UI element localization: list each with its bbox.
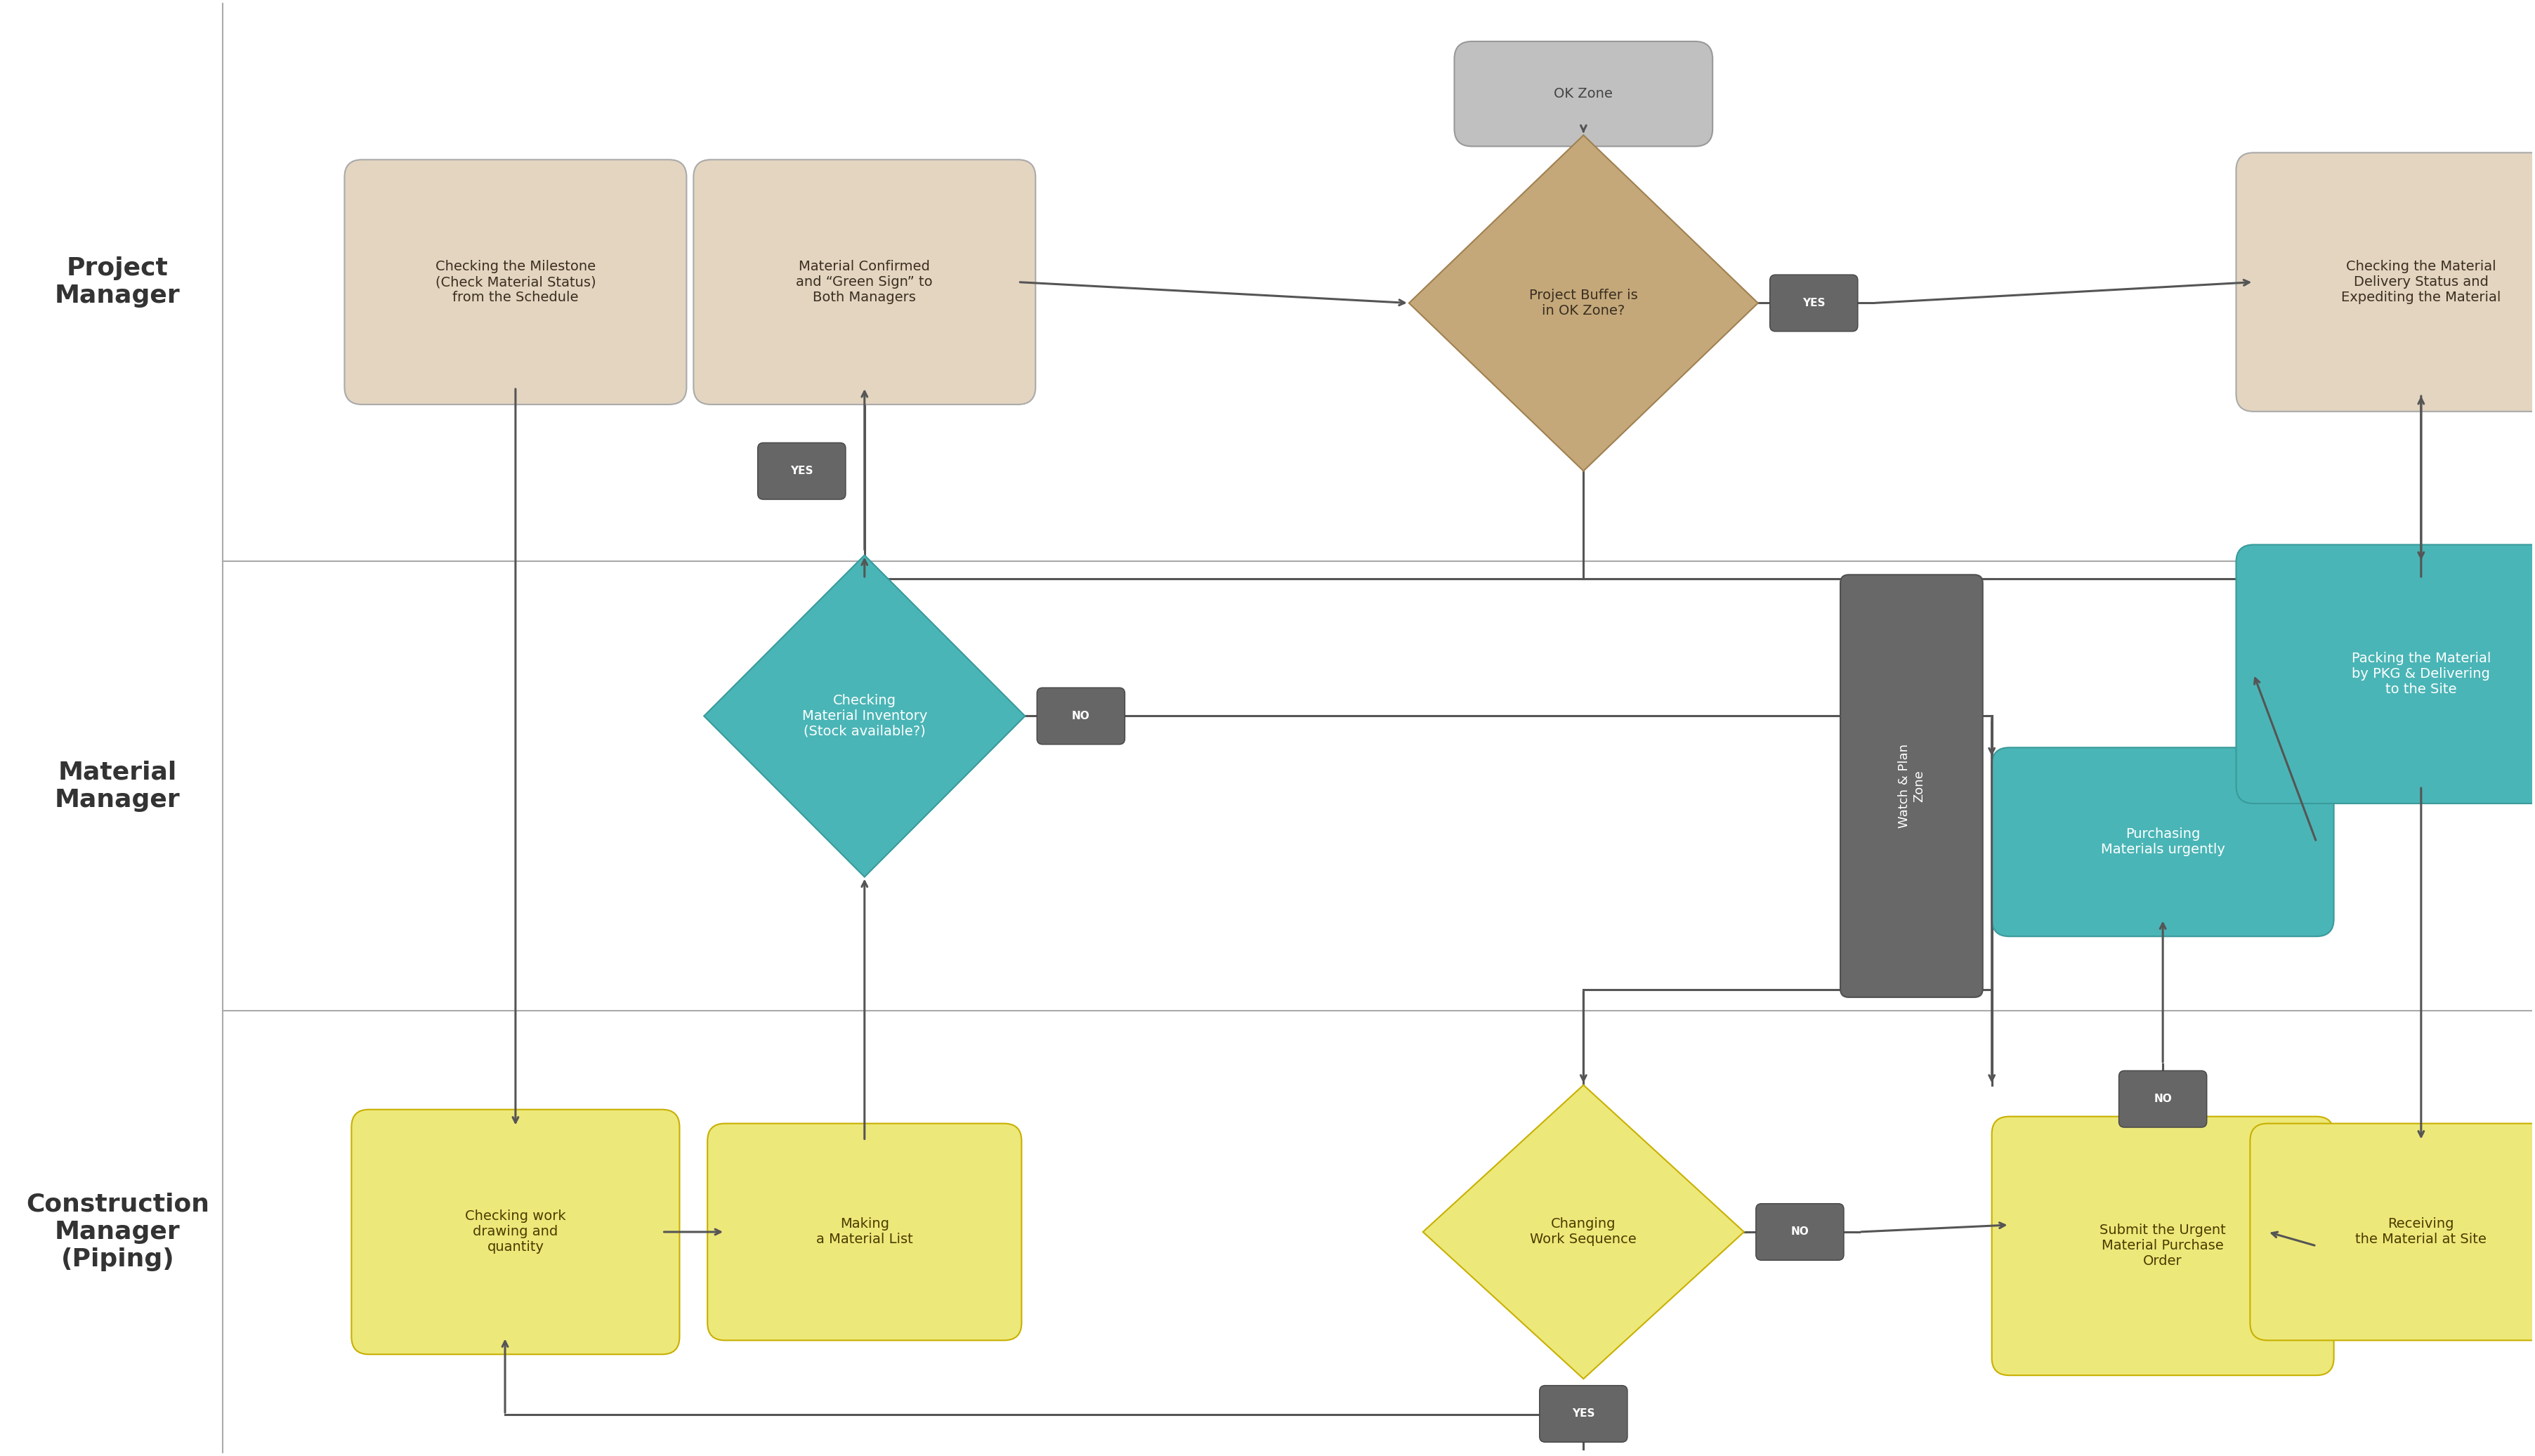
FancyBboxPatch shape xyxy=(1840,575,1982,997)
Text: YES: YES xyxy=(1572,1408,1595,1420)
Text: YES: YES xyxy=(1802,298,1825,309)
Text: Submit the Urgent
Material Purchase
Order: Submit the Urgent Material Purchase Orde… xyxy=(2099,1224,2226,1268)
Text: Material Confirmed
and “Green Sign” to
Both Managers: Material Confirmed and “Green Sign” to B… xyxy=(796,261,933,304)
Text: Checking the Material
Delivery Status and
Expediting the Material: Checking the Material Delivery Status an… xyxy=(2342,261,2502,304)
FancyBboxPatch shape xyxy=(1757,1204,1843,1261)
Text: NO: NO xyxy=(2155,1093,2172,1104)
FancyBboxPatch shape xyxy=(2236,153,2535,412)
FancyBboxPatch shape xyxy=(1455,41,1714,147)
Text: Construction
Manager
(Piping): Construction Manager (Piping) xyxy=(25,1192,210,1271)
Text: Receiving
the Material at Site: Receiving the Material at Site xyxy=(2355,1217,2487,1246)
Text: Checking
Material Inventory
(Stock available?): Checking Material Inventory (Stock avail… xyxy=(801,695,928,738)
FancyBboxPatch shape xyxy=(2251,1124,2535,1341)
Text: Changing
Work Sequence: Changing Work Sequence xyxy=(1531,1217,1638,1246)
Text: Packing the Material
by PKG & Delivering
to the Site: Packing the Material by PKG & Delivering… xyxy=(2352,652,2492,696)
FancyBboxPatch shape xyxy=(1539,1386,1627,1441)
Text: Material
Manager: Material Manager xyxy=(56,760,180,812)
Text: Watch & Plan
Zone: Watch & Plan Zone xyxy=(1899,744,1924,828)
FancyBboxPatch shape xyxy=(695,160,1034,405)
FancyBboxPatch shape xyxy=(2119,1070,2208,1127)
Text: Project Buffer is
in OK Zone?: Project Buffer is in OK Zone? xyxy=(1529,288,1638,317)
FancyBboxPatch shape xyxy=(1993,1117,2335,1376)
FancyBboxPatch shape xyxy=(1993,747,2335,936)
Polygon shape xyxy=(1422,1085,1744,1379)
FancyBboxPatch shape xyxy=(1769,275,1858,332)
FancyBboxPatch shape xyxy=(758,443,847,499)
Text: NO: NO xyxy=(1072,711,1090,721)
FancyBboxPatch shape xyxy=(2236,545,2535,804)
Polygon shape xyxy=(1409,135,1757,470)
Text: Project
Manager: Project Manager xyxy=(56,256,180,307)
FancyBboxPatch shape xyxy=(345,160,687,405)
Text: YES: YES xyxy=(791,466,814,476)
FancyBboxPatch shape xyxy=(707,1124,1022,1341)
Text: Purchasing
Materials urgently: Purchasing Materials urgently xyxy=(2102,827,2226,856)
Text: NO: NO xyxy=(1790,1226,1810,1238)
Polygon shape xyxy=(705,555,1024,877)
Text: Making
a Material List: Making a Material List xyxy=(816,1217,913,1246)
FancyBboxPatch shape xyxy=(1037,687,1126,744)
Text: Checking the Milestone
(Check Material Status)
from the Schedule: Checking the Milestone (Check Material S… xyxy=(436,261,596,304)
Text: OK Zone: OK Zone xyxy=(1554,87,1612,100)
Text: Checking work
drawing and
quantity: Checking work drawing and quantity xyxy=(464,1210,565,1254)
FancyBboxPatch shape xyxy=(352,1109,679,1354)
